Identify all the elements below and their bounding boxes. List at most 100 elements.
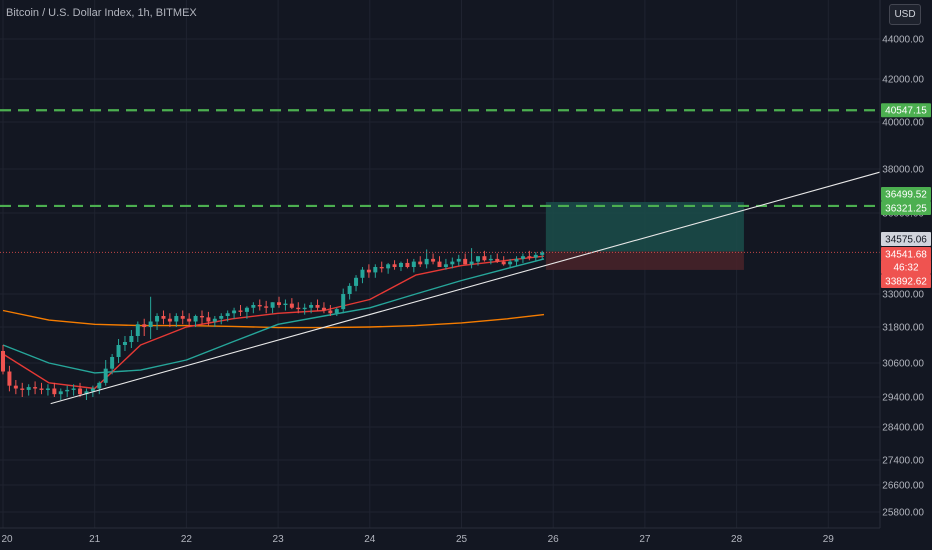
candle	[463, 253, 468, 265]
loss-zone	[545, 251, 744, 270]
price-labels: 40547.15 36499.52 34575.06 34541.68 46:32 338…	[881, 103, 931, 288]
price-tag-target-text: 36499.52	[885, 190, 927, 201]
price-tag-level: 36321.25	[881, 201, 931, 215]
trendline[interactable]	[50, 170, 884, 405]
candle-body	[84, 391, 89, 395]
price-tag-entry-bg	[881, 232, 931, 246]
candle	[232, 307, 237, 319]
candle-body	[418, 261, 423, 265]
candle-body	[373, 267, 378, 273]
candle-body	[296, 307, 301, 310]
candle	[20, 382, 25, 397]
candle-body	[443, 264, 448, 267]
y-tick-label: 27400.00	[882, 456, 924, 467]
candle	[309, 302, 314, 314]
candle-body	[456, 258, 461, 262]
candle-body	[238, 310, 243, 312]
y-tick-label: 26600.00	[882, 481, 924, 492]
candle-body	[155, 316, 160, 322]
currency-button[interactable]: USD	[889, 4, 921, 25]
candle	[33, 381, 38, 395]
candle	[7, 365, 12, 392]
y-tick-label: 33000.00	[882, 290, 924, 301]
candle	[482, 250, 487, 262]
candle	[270, 302, 275, 314]
candle	[1, 345, 5, 375]
candle-body	[26, 387, 31, 390]
candles	[1, 248, 545, 400]
candle-body	[341, 294, 346, 310]
level-tag-top-bg	[881, 103, 931, 118]
candle	[58, 388, 63, 400]
x-tick-label: 28	[731, 534, 743, 545]
candle	[450, 257, 455, 269]
y-tick-label: 31800.00	[882, 323, 924, 334]
candle	[244, 306, 249, 319]
candle-body	[219, 316, 224, 319]
y-tick-label: 30600.00	[882, 359, 924, 370]
candle-body	[97, 382, 102, 389]
candle	[302, 303, 307, 315]
candle	[398, 261, 403, 272]
candle-body	[277, 302, 282, 305]
candle-body	[411, 261, 416, 267]
candle-body	[78, 388, 83, 395]
candle	[84, 388, 89, 400]
price-tag-entry: 34575.06	[881, 232, 931, 246]
candle	[495, 253, 500, 263]
candle-body	[251, 305, 256, 308]
candle	[65, 385, 70, 397]
horizontal-levels[interactable]	[0, 109, 880, 208]
candle	[122, 336, 127, 351]
candle	[199, 310, 204, 325]
candle-body	[199, 316, 204, 318]
candle	[411, 258, 416, 273]
candle	[52, 382, 57, 397]
level-tag-top-text: 40547.15	[885, 106, 927, 117]
price-tag-target: 36499.52	[881, 187, 931, 201]
candle-body	[321, 307, 326, 311]
candle-body	[495, 258, 500, 262]
candle-body	[501, 261, 506, 265]
candle-body	[424, 258, 429, 265]
position-zones[interactable]	[545, 202, 744, 270]
ma-slow-line	[2, 309, 545, 329]
candle	[366, 264, 371, 278]
candle	[334, 307, 339, 316]
candle	[392, 260, 397, 270]
candle	[238, 305, 243, 316]
trendline-segment	[50, 170, 884, 405]
candle-body	[187, 318, 192, 322]
candle	[193, 314, 198, 327]
candle	[167, 313, 172, 327]
candle-body	[379, 267, 384, 269]
candle-body	[148, 321, 153, 327]
x-tick-label: 27	[639, 534, 651, 545]
candle-body	[437, 261, 442, 267]
candle	[488, 254, 493, 265]
candle	[354, 275, 359, 292]
candle	[155, 313, 160, 330]
x-tick-label: 29	[823, 534, 835, 545]
candle-body	[328, 310, 333, 314]
candle	[251, 302, 256, 314]
candle	[97, 381, 102, 395]
x-tick-label: 25	[456, 534, 468, 545]
candle-body	[142, 324, 147, 327]
grid	[0, 0, 880, 528]
candle-body	[309, 305, 314, 308]
time-axis-bg	[0, 528, 932, 550]
x-axis-ticks: 20 21 22 23 24 25 26 27 28 29	[1, 534, 834, 545]
candle	[116, 339, 121, 363]
candle-body	[257, 305, 262, 307]
price-tag-level-bg	[881, 201, 931, 215]
candle-body	[103, 368, 108, 383]
candle	[277, 296, 282, 308]
candle	[135, 321, 140, 342]
candle	[45, 384, 50, 396]
candle-body	[90, 388, 95, 392]
candle-body	[135, 324, 140, 336]
candle	[39, 382, 44, 395]
